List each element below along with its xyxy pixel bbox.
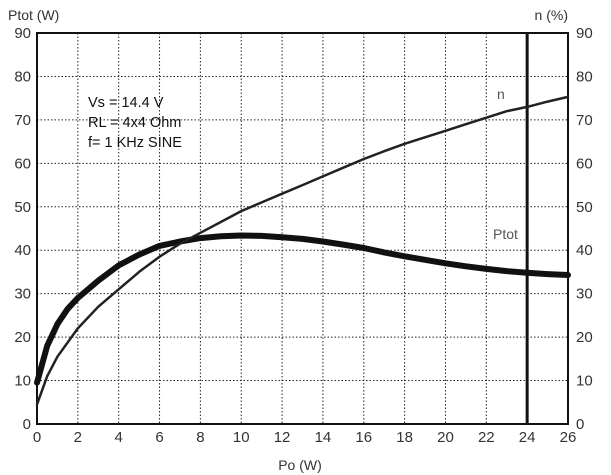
y-right-tick-label: 60 (576, 155, 593, 172)
y-right-tick-label: 80 (576, 68, 593, 85)
y-left-tick-label: 10 (14, 373, 31, 390)
x-tick-label: 20 (437, 429, 454, 446)
y-right-tick-label: 70 (576, 112, 593, 129)
right-axis-title: n (%) (535, 7, 568, 23)
y-left-tick-label: 80 (14, 68, 31, 85)
x-tick-label: 12 (274, 429, 291, 446)
y-right-tick-label: 90 (576, 25, 593, 42)
left-axis-title: Ptot (W) (8, 7, 59, 23)
annotation-rl: RL = 4x4 Ohm (88, 115, 181, 131)
y-left-tick-label: 40 (14, 242, 31, 259)
y-right-tick-label: 40 (576, 242, 593, 259)
x-tick-label: 6 (155, 429, 163, 446)
x-tick-label: 4 (115, 429, 123, 446)
y-left-tick-label: 60 (14, 155, 31, 172)
series (34, 95, 571, 406)
plot-frame (36, 32, 569, 425)
series-line-n (35, 95, 570, 406)
curve-label-n: n (497, 86, 505, 102)
tick-labels: 0 2 4 6 8 10 12 14 16 18 20 22 24 2601020304050607080… (14, 25, 592, 446)
x-tick-label: 0 (33, 429, 41, 446)
x-tick-label: 14 (315, 429, 332, 446)
x-tick-label: 26 (560, 429, 577, 446)
y-right-tick-label: 20 (576, 329, 593, 346)
x-tick-label: 8 (196, 429, 204, 446)
y-right-tick-label: 50 (576, 199, 593, 216)
curve-label-ptot: Ptot (493, 226, 518, 242)
x-tick-label: 10 (233, 429, 250, 446)
x-axis-title: Po (W) (278, 457, 322, 473)
x-tick-label: 18 (396, 429, 413, 446)
y-left-tick-label: 90 (14, 25, 31, 42)
series-line-ptot (34, 232, 571, 386)
x-tick-label: 24 (519, 429, 536, 446)
y-left-tick-label: 20 (14, 329, 31, 346)
y-left-tick-label: 70 (14, 112, 31, 129)
annotation-freq: f= 1 KHz SINE (88, 135, 182, 151)
y-right-tick-label: 0 (576, 416, 584, 433)
y-right-tick-label: 10 (576, 373, 593, 390)
x-tick-label: 16 (355, 429, 372, 446)
y-left-tick-label: 50 (14, 199, 31, 216)
grid (37, 33, 568, 424)
y-left-tick-label: 0 (23, 416, 31, 433)
x-tick-label: 2 (74, 429, 82, 446)
y-left-tick-label: 30 (14, 286, 31, 303)
x-tick-label: 22 (478, 429, 495, 446)
annotation-vs: Vs = 14.4 V (88, 95, 164, 111)
y-right-tick-label: 30 (576, 286, 593, 303)
